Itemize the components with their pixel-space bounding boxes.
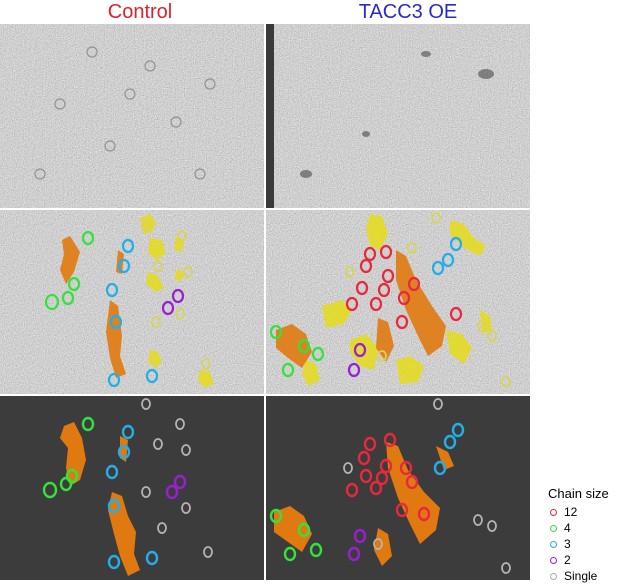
- render-tacc3-image: [266, 396, 530, 580]
- legend-item: 2: [548, 552, 617, 568]
- legend-item: 4: [548, 520, 617, 536]
- tomogram-control-raw-image: [0, 24, 264, 208]
- tomogram-tacc3-raw-image: [266, 24, 530, 208]
- tomogram-tacc3-overlay-image: [266, 210, 530, 394]
- tomogram-tacc3-overlay: [266, 210, 530, 394]
- ring-icon: [550, 572, 557, 580]
- title-tacc3-oe: TACC3 OE: [358, 1, 458, 23]
- render-control-image: [0, 396, 264, 580]
- legend-item: 12: [548, 504, 617, 520]
- legend-title: Chain size: [548, 486, 609, 501]
- legend-item-label: Single: [564, 569, 598, 583]
- ring-icon: [550, 508, 557, 516]
- ring-icon: [550, 540, 557, 548]
- title-control: Control: [107, 1, 173, 23]
- chain-size-legend: Chain size 12 4 3 2 Single: [548, 486, 617, 584]
- legend-items: 12 4 3 2 Single: [548, 504, 617, 584]
- legend-item-label: 4: [564, 521, 571, 535]
- render-tacc3: [266, 396, 530, 580]
- tomogram-control-overlay: [0, 210, 264, 394]
- legend-item: Single: [548, 568, 617, 584]
- tomogram-control-overlay-image: [0, 210, 264, 394]
- ring-icon: [550, 524, 557, 532]
- tomogram-tacc3-raw: [266, 24, 530, 208]
- tomogram-control-raw: [0, 24, 264, 208]
- legend-item-label: 3: [564, 537, 571, 551]
- legend-item-label: 12: [564, 505, 578, 519]
- render-control: [0, 396, 264, 580]
- legend-item: 3: [548, 536, 617, 552]
- ring-icon: [550, 556, 557, 564]
- legend-item-label: 2: [564, 553, 571, 567]
